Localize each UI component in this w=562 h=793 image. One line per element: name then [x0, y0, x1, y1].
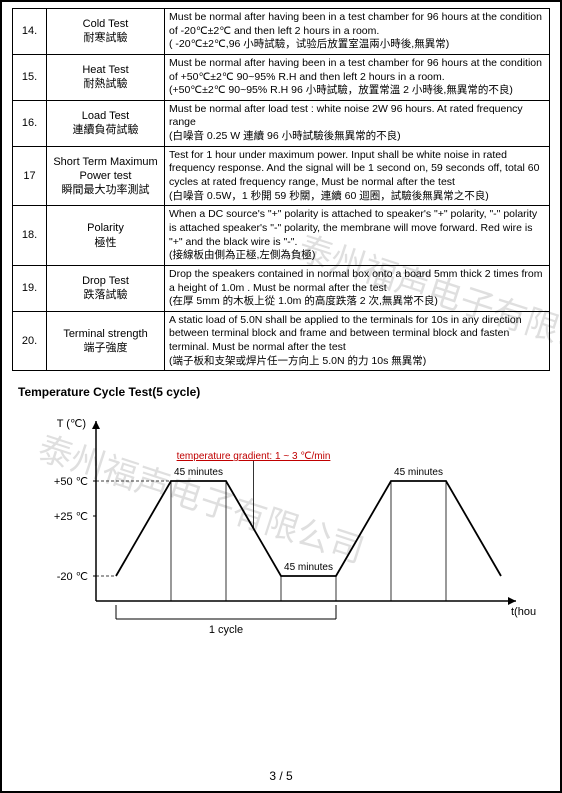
- row-number: 16.: [13, 100, 47, 146]
- svg-text:T (℃): T (℃): [57, 418, 86, 430]
- row-number: 15.: [13, 54, 47, 100]
- table-row: 20.Terminal strength端子強度A static load of…: [13, 311, 550, 371]
- table-row: 17Short Term Maximum Power test瞬間最大功率測試T…: [13, 146, 550, 206]
- page-frame: 泰州福声电子有限公司 泰州福声电子有限公司 14.Cold Test耐寒試驗Mu…: [0, 0, 562, 793]
- svg-text:-20 ℃: -20 ℃: [57, 571, 88, 583]
- row-description: Must be normal after having been in a te…: [165, 9, 550, 55]
- row-number: 20.: [13, 311, 47, 371]
- svg-text:+25 ℃: +25 ℃: [54, 511, 88, 523]
- svg-text:45 minutes: 45 minutes: [394, 467, 443, 478]
- row-description: Test for 1 hour under maximum power. Inp…: [165, 146, 550, 206]
- table-row: 19.Drop Test跌落試驗Drop the speakers contai…: [13, 265, 550, 311]
- svg-text:1 cycle: 1 cycle: [209, 624, 243, 636]
- row-number: 17: [13, 146, 47, 206]
- svg-text:45 minutes: 45 minutes: [174, 467, 223, 478]
- row-test-name: Load Test連續負荷試驗: [47, 100, 165, 146]
- table-row: 18.Polarity極性When a DC source's "+" pola…: [13, 206, 550, 266]
- row-test-name: Terminal strength端子強度: [47, 311, 165, 371]
- spec-table: 14.Cold Test耐寒試驗Must be normal after hav…: [12, 8, 550, 371]
- svg-text:temperature gradient: 1 ~ 3 ℃/: temperature gradient: 1 ~ 3 ℃/min: [177, 451, 331, 462]
- row-test-name: Short Term Maximum Power test瞬間最大功率測試: [47, 146, 165, 206]
- row-description: When a DC source's "+" polarity is attac…: [165, 206, 550, 266]
- svg-text:+50 ℃: +50 ℃: [54, 476, 88, 488]
- row-description: A static load of 5.0N shall be applied t…: [165, 311, 550, 371]
- row-test-name: Polarity極性: [47, 206, 165, 266]
- row-test-name: Drop Test跌落試驗: [47, 265, 165, 311]
- row-test-name: Heat Test耐熱試驗: [47, 54, 165, 100]
- chart-container: T (℃) t(hour) +50 ℃ +25 ℃ -20 ℃ 45 minutes 45 …: [26, 401, 536, 651]
- table-row: 14.Cold Test耐寒試驗Must be normal after hav…: [13, 9, 550, 55]
- row-number: 19.: [13, 265, 47, 311]
- table-row: 15.Heat Test耐熱試驗Must be normal after hav…: [13, 54, 550, 100]
- spec-table-body: 14.Cold Test耐寒試驗Must be normal after hav…: [13, 9, 550, 371]
- row-number: 14.: [13, 9, 47, 55]
- row-description: Must be normal after load test : white n…: [165, 100, 550, 146]
- table-row: 16.Load Test連續負荷試驗Must be normal after l…: [13, 100, 550, 146]
- temperature-cycle-chart: T (℃) t(hour) +50 ℃ +25 ℃ -20 ℃ 45 minutes 45 …: [26, 401, 536, 651]
- row-test-name: Cold Test耐寒試驗: [47, 9, 165, 55]
- svg-text:t(hour): t(hour): [511, 606, 536, 618]
- row-description: Drop the speakers contained in normal bo…: [165, 265, 550, 311]
- svg-text:45 minutes: 45 minutes: [284, 562, 333, 573]
- chart-title: Temperature Cycle Test(5 cycle): [18, 385, 550, 399]
- row-number: 18.: [13, 206, 47, 266]
- row-description: Must be normal after having been in a te…: [165, 54, 550, 100]
- page-number: 3 / 5: [2, 769, 560, 783]
